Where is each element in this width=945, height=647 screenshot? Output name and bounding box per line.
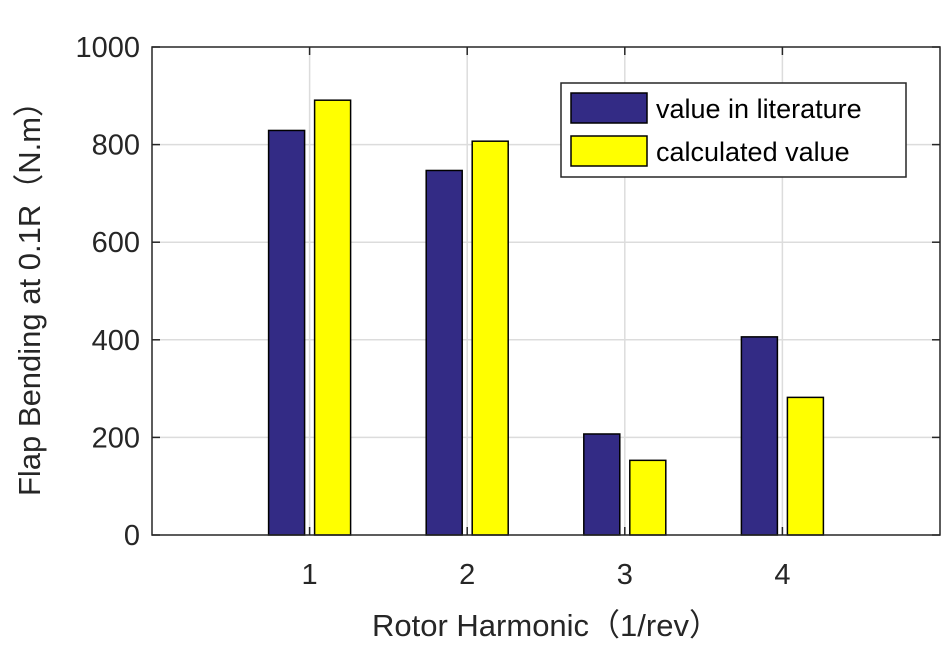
y-tick-label: 1000 (75, 32, 140, 64)
x-tick-label: 3 (617, 559, 633, 591)
legend-swatch (570, 135, 648, 167)
bar-literature (740, 336, 779, 536)
axis-ticks: 0 200 400 600 800 1000 1 2 3 4 (75, 32, 940, 591)
x-tick-label: 2 (459, 559, 475, 591)
legend: value in literature calculated value (560, 82, 907, 178)
y-tick-label: 200 (92, 422, 140, 454)
y-tick-label: 400 (92, 325, 140, 357)
bar-calculated (786, 396, 825, 536)
bar-literature (267, 129, 306, 536)
bar-calculated (313, 99, 352, 536)
plot-frame (151, 46, 941, 536)
legend-swatch (570, 92, 648, 124)
bar-calculated (629, 459, 667, 536)
bar-literature (583, 433, 621, 536)
bar-calculated (471, 140, 509, 536)
y-tick-label: 600 (92, 227, 140, 259)
y-axis-label: Flap Bending at 0.1R（N.m） (12, 86, 47, 496)
x-axis-label: Rotor Harmonic（1/rev） (372, 608, 720, 643)
x-tick-label: 4 (774, 559, 790, 591)
x-tick-label: 1 (302, 559, 318, 591)
bar-series (267, 99, 825, 536)
legend-label: calculated value (656, 137, 850, 167)
y-tick-label: 0 (124, 520, 140, 552)
bar-literature (425, 169, 463, 536)
y-tick-label: 800 (92, 130, 140, 162)
legend-label: value in literature (656, 94, 862, 124)
